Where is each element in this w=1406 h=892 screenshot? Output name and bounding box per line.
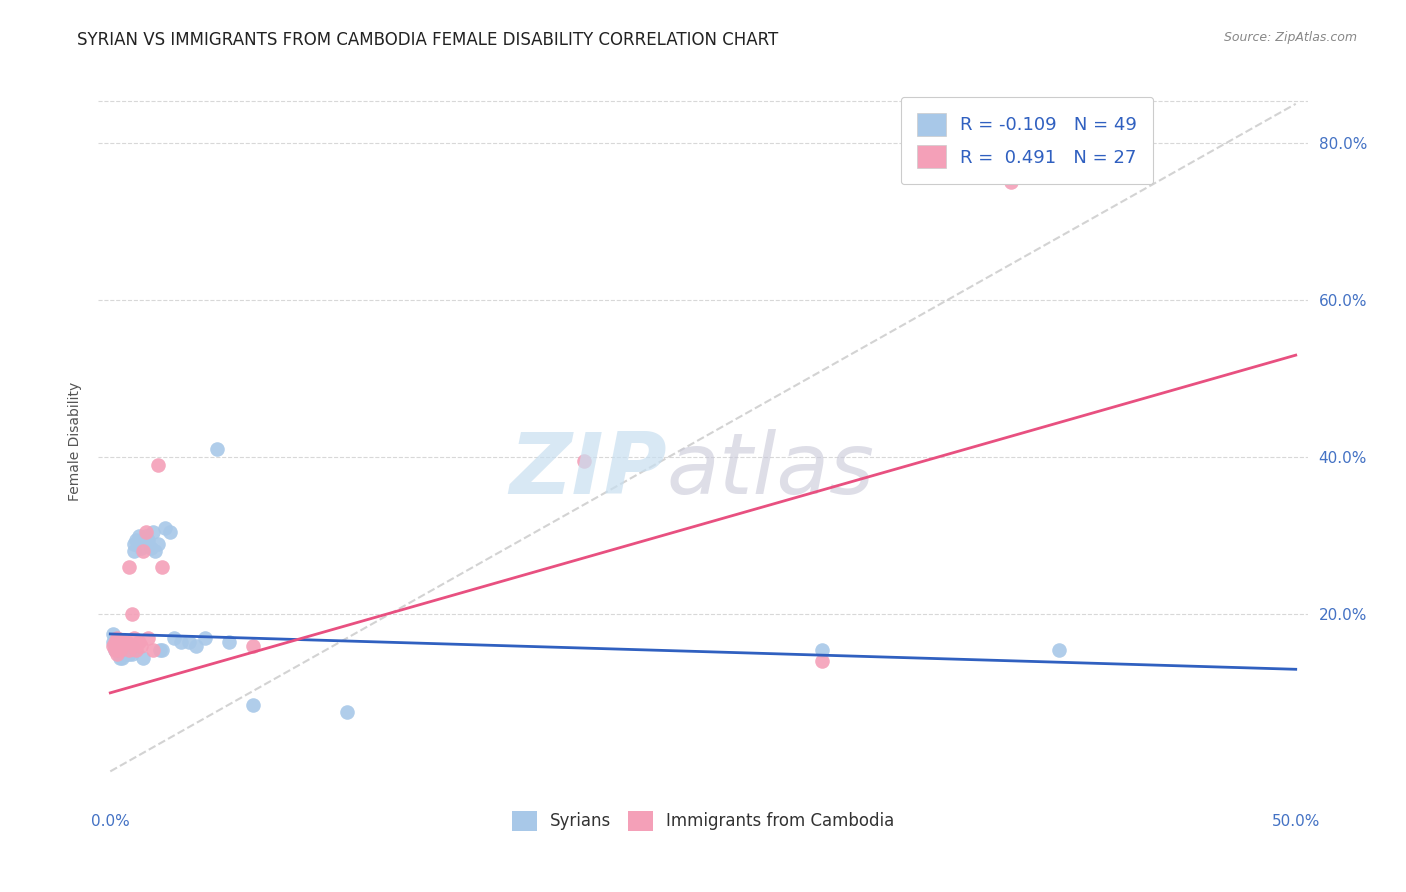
Point (810, 655, 832, 669)
Point (159, 524, 181, 539)
Point (205, 442, 228, 457)
Point (142, 642, 165, 657)
Point (136, 533, 159, 547)
Point (242, 639, 264, 653)
Y-axis label: Female Disability: Female Disability (69, 382, 83, 501)
Point (105, 647, 128, 661)
Point (108, 642, 131, 657)
Point (146, 458, 169, 472)
Text: SYRIAN VS IMMIGRANTS FROM CAMBODIA FEMALE DISABILITY CORRELATION CHART: SYRIAN VS IMMIGRANTS FROM CAMBODIA FEMAL… (77, 31, 779, 49)
Point (146, 536, 169, 550)
Point (122, 536, 145, 550)
Point (242, 698, 264, 712)
Point (1000, 175, 1022, 189)
Point (105, 631, 128, 645)
Point (105, 635, 128, 649)
Point (114, 639, 136, 653)
Text: atlas: atlas (666, 429, 875, 512)
Point (104, 639, 127, 653)
Point (136, 631, 159, 645)
Point (104, 635, 127, 649)
Point (121, 639, 143, 653)
Point (152, 560, 174, 574)
Point (101, 635, 124, 649)
Point (122, 544, 145, 558)
Point (111, 639, 134, 653)
Point (118, 642, 141, 657)
Point (170, 635, 193, 649)
Point (194, 631, 217, 645)
Point (149, 642, 172, 657)
Point (142, 524, 165, 539)
Point (128, 529, 150, 543)
Point (153, 521, 176, 535)
Point (105, 642, 128, 657)
Point (122, 631, 145, 645)
Point (111, 647, 134, 661)
Point (177, 635, 200, 649)
Point (574, 454, 596, 468)
Text: ZIP: ZIP (509, 429, 666, 512)
Point (115, 642, 138, 657)
Point (105, 642, 128, 657)
Point (115, 647, 138, 661)
Point (108, 639, 131, 653)
Point (336, 706, 359, 720)
Point (108, 650, 131, 665)
Point (810, 642, 832, 657)
Point (135, 529, 157, 543)
Point (218, 635, 240, 649)
Point (128, 635, 150, 649)
Point (104, 642, 127, 657)
Point (118, 560, 141, 574)
Point (118, 647, 141, 661)
Point (114, 635, 136, 649)
Point (129, 541, 152, 555)
Point (163, 631, 186, 645)
Point (143, 544, 166, 558)
Point (129, 639, 152, 653)
Point (115, 635, 138, 649)
Point (118, 642, 141, 657)
Point (111, 650, 134, 665)
Point (139, 541, 162, 555)
Point (184, 639, 207, 653)
Point (101, 639, 124, 653)
Point (125, 533, 148, 547)
Point (104, 642, 127, 657)
Legend: Syrians, Immigrants from Cambodia: Syrians, Immigrants from Cambodia (505, 805, 901, 838)
Point (121, 647, 143, 661)
Text: Source: ZipAtlas.com: Source: ZipAtlas.com (1223, 31, 1357, 45)
Point (125, 642, 148, 657)
Point (111, 642, 134, 657)
Point (114, 642, 136, 657)
Point (121, 607, 143, 622)
Point (132, 544, 155, 558)
Point (132, 650, 155, 665)
Point (101, 627, 124, 641)
Point (111, 635, 134, 649)
Point (152, 642, 174, 657)
Point (135, 524, 157, 539)
Point (114, 635, 136, 649)
Point (108, 642, 131, 657)
Point (1047, 642, 1070, 657)
